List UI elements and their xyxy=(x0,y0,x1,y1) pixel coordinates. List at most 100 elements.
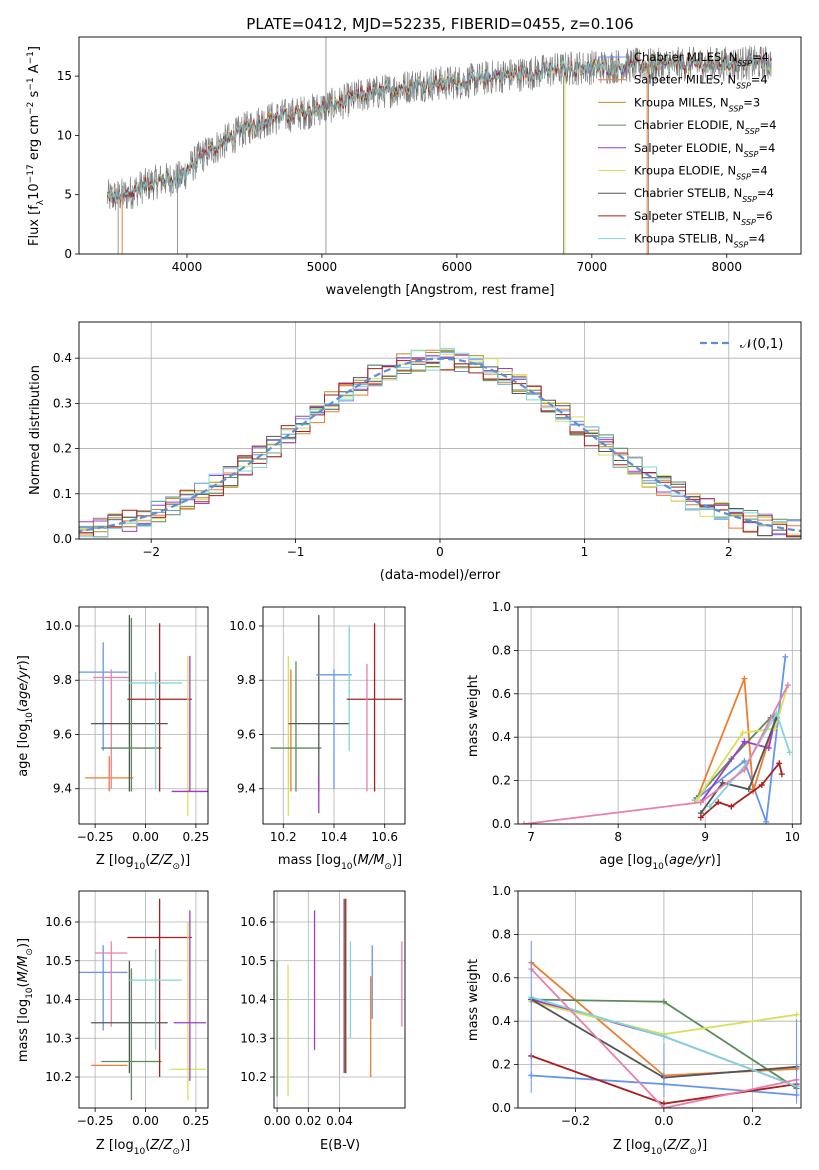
weight-marker xyxy=(741,738,748,745)
legend-entry: Salpeter MILES, NSSP=4 xyxy=(634,73,768,91)
weight-marker xyxy=(741,766,748,773)
y-tick-label: 15 xyxy=(57,69,72,83)
y-tick-label: 0.2 xyxy=(53,442,72,456)
x-axis-label: (data-model)/error xyxy=(380,568,501,583)
y-tick-label: 10.3 xyxy=(240,1031,267,1045)
panel-spectrum: 4000 5000 6000 7000 8000 0 5 10 15 Chabrier MILES… xyxy=(26,36,802,298)
x-tick-label: 5000 xyxy=(307,260,338,274)
x-tick-label: 10 xyxy=(785,830,800,844)
x-tick-label: 4000 xyxy=(172,260,203,274)
axes-frame xyxy=(262,606,406,825)
x-axis-label: Z [log10(Z/Z⊙)] xyxy=(613,1138,707,1157)
weight-marker xyxy=(660,1033,667,1040)
x-axis-label: E(B-V) xyxy=(320,1138,360,1153)
y-tick-label: 10.4 xyxy=(240,993,267,1007)
axes-frame xyxy=(273,890,406,1109)
x-tick-label: 0.25 xyxy=(183,1114,210,1128)
x-tick-label: 2 xyxy=(725,545,733,559)
plot-area xyxy=(528,940,800,1108)
weight-marker xyxy=(778,771,785,778)
plot-area xyxy=(276,898,403,1097)
weight-marker xyxy=(741,675,748,682)
y-tick-label: 0.4 xyxy=(53,351,72,365)
x-tick-label: 0.02 xyxy=(295,1114,322,1128)
axes-frame xyxy=(517,606,802,825)
y-tick-label: 0.0 xyxy=(53,532,72,546)
y-tick-label: 0.1 xyxy=(53,487,72,501)
plot-area xyxy=(79,898,206,1101)
y-tick-label: 10.6 xyxy=(240,915,267,929)
y-tick-label: 9.6 xyxy=(237,727,256,741)
panel-mass_vs_Z: −0.25 0.00 0.25 10.2 10.3 10.4 10.5 10.6 Z [log1… xyxy=(16,890,210,1157)
y-axis-label: Normed distribution xyxy=(28,365,43,495)
x-tick-label: 7000 xyxy=(577,260,608,274)
panel-age_vs_Z: −0.25 0.00 0.25 9.4 9.6 9.8 10.0 Z [log10(Z/Z⊙)… xyxy=(16,606,210,872)
y-tick-label: 9.6 xyxy=(53,727,72,741)
x-axis-label: Z [log10(Z/Z⊙)] xyxy=(96,1138,190,1157)
x-tick-label: 10.6 xyxy=(371,830,398,844)
x-tick-label: 0.04 xyxy=(326,1114,353,1128)
x-tick-label: 7 xyxy=(527,830,535,844)
weight-marker xyxy=(758,781,765,788)
x-tick-label: 10.2 xyxy=(270,830,297,844)
y-tick-label: 10.0 xyxy=(229,619,256,633)
y-tick-label: 10.5 xyxy=(45,954,72,968)
weight-series xyxy=(523,684,789,824)
y-tick-label: 10.4 xyxy=(45,993,72,1007)
legend-entry: Kroupa STELIB, NSSP=4 xyxy=(634,232,765,250)
y-tick-label: 10 xyxy=(57,128,72,142)
y-tick-label: 9.8 xyxy=(53,673,72,687)
y-axis-label: age [log10(age/yr)] xyxy=(16,655,35,777)
panel-age_vs_mass: 10.2 10.4 10.6 9.4 9.6 9.8 10.0 mass [log10(M/M… xyxy=(229,606,406,872)
y-tick-label: 10.2 xyxy=(45,1070,72,1084)
axes-frame xyxy=(78,321,802,540)
weight-marker xyxy=(765,745,772,752)
x-tick-label: 0.2 xyxy=(743,1114,762,1128)
weight-marker xyxy=(773,710,780,717)
weight-series xyxy=(695,678,776,801)
y-tick-label: 0.0 xyxy=(492,817,511,831)
weight-marker xyxy=(521,821,528,824)
x-tick-label: 8 xyxy=(614,830,622,844)
axes-frame xyxy=(78,890,209,1109)
y-tick-label: 10.5 xyxy=(240,954,267,968)
model-spectrum-kroupa-stelib xyxy=(107,54,772,203)
axes-frame xyxy=(78,36,802,255)
panel-weight_vs_age: 7 8 9 10 0.0 0.2 0.4 0.6 0.8 1.0 age [log10(age/yr… xyxy=(466,600,802,872)
weight-marker xyxy=(745,786,752,793)
weight-marker xyxy=(784,682,791,689)
y-tick-label: 10.2 xyxy=(240,1070,267,1084)
x-tick-label: 0.00 xyxy=(132,1114,159,1128)
y-tick-label: 9.8 xyxy=(237,673,256,687)
weight-marker xyxy=(660,998,667,1005)
y-tick-label: 9.4 xyxy=(237,782,256,796)
y-tick-label: 10.3 xyxy=(45,1031,72,1045)
y-tick-label: 0.8 xyxy=(492,643,511,657)
x-axis-label: mass [log10(M/M⊙)] xyxy=(278,853,402,872)
x-tick-label: 0.25 xyxy=(183,830,210,844)
x-tick-label: 6000 xyxy=(442,260,473,274)
normal-curve xyxy=(79,357,801,533)
x-tick-label: −2 xyxy=(142,545,160,559)
x-tick-label: −1 xyxy=(287,545,305,559)
legend-entry: Chabrier ELODIE, NSSP=4 xyxy=(634,118,776,136)
figure-title: PLATE=0412, MJD=52235, FIBERID=0455, z=0… xyxy=(246,15,633,33)
y-tick-label: 10.6 xyxy=(45,915,72,929)
weight-marker xyxy=(793,1011,800,1018)
x-tick-label: −0.2 xyxy=(561,1114,590,1128)
panel-residuals: −2 −1 0 1 2 0.0 0.1 0.2 0.3 0.4 𝒩(0,1) (data-model)… xyxy=(28,321,802,583)
x-tick-label: 0 xyxy=(436,545,444,559)
y-tick-label: 10.0 xyxy=(45,619,72,633)
y-tick-label: 5 xyxy=(64,188,72,202)
weight-series xyxy=(695,684,789,801)
y-tick-label: 0.2 xyxy=(492,1058,511,1072)
axes-frame xyxy=(78,606,209,825)
weight-marker xyxy=(739,729,746,736)
y-tick-label: 0.0 xyxy=(492,1101,511,1115)
legend-entry: Kroupa MILES, NSSP=3 xyxy=(634,95,760,113)
plot-area xyxy=(521,653,793,824)
legend-entry: Kroupa ELODIE, NSSP=4 xyxy=(634,164,768,182)
y-tick-label: 0.3 xyxy=(53,396,72,410)
